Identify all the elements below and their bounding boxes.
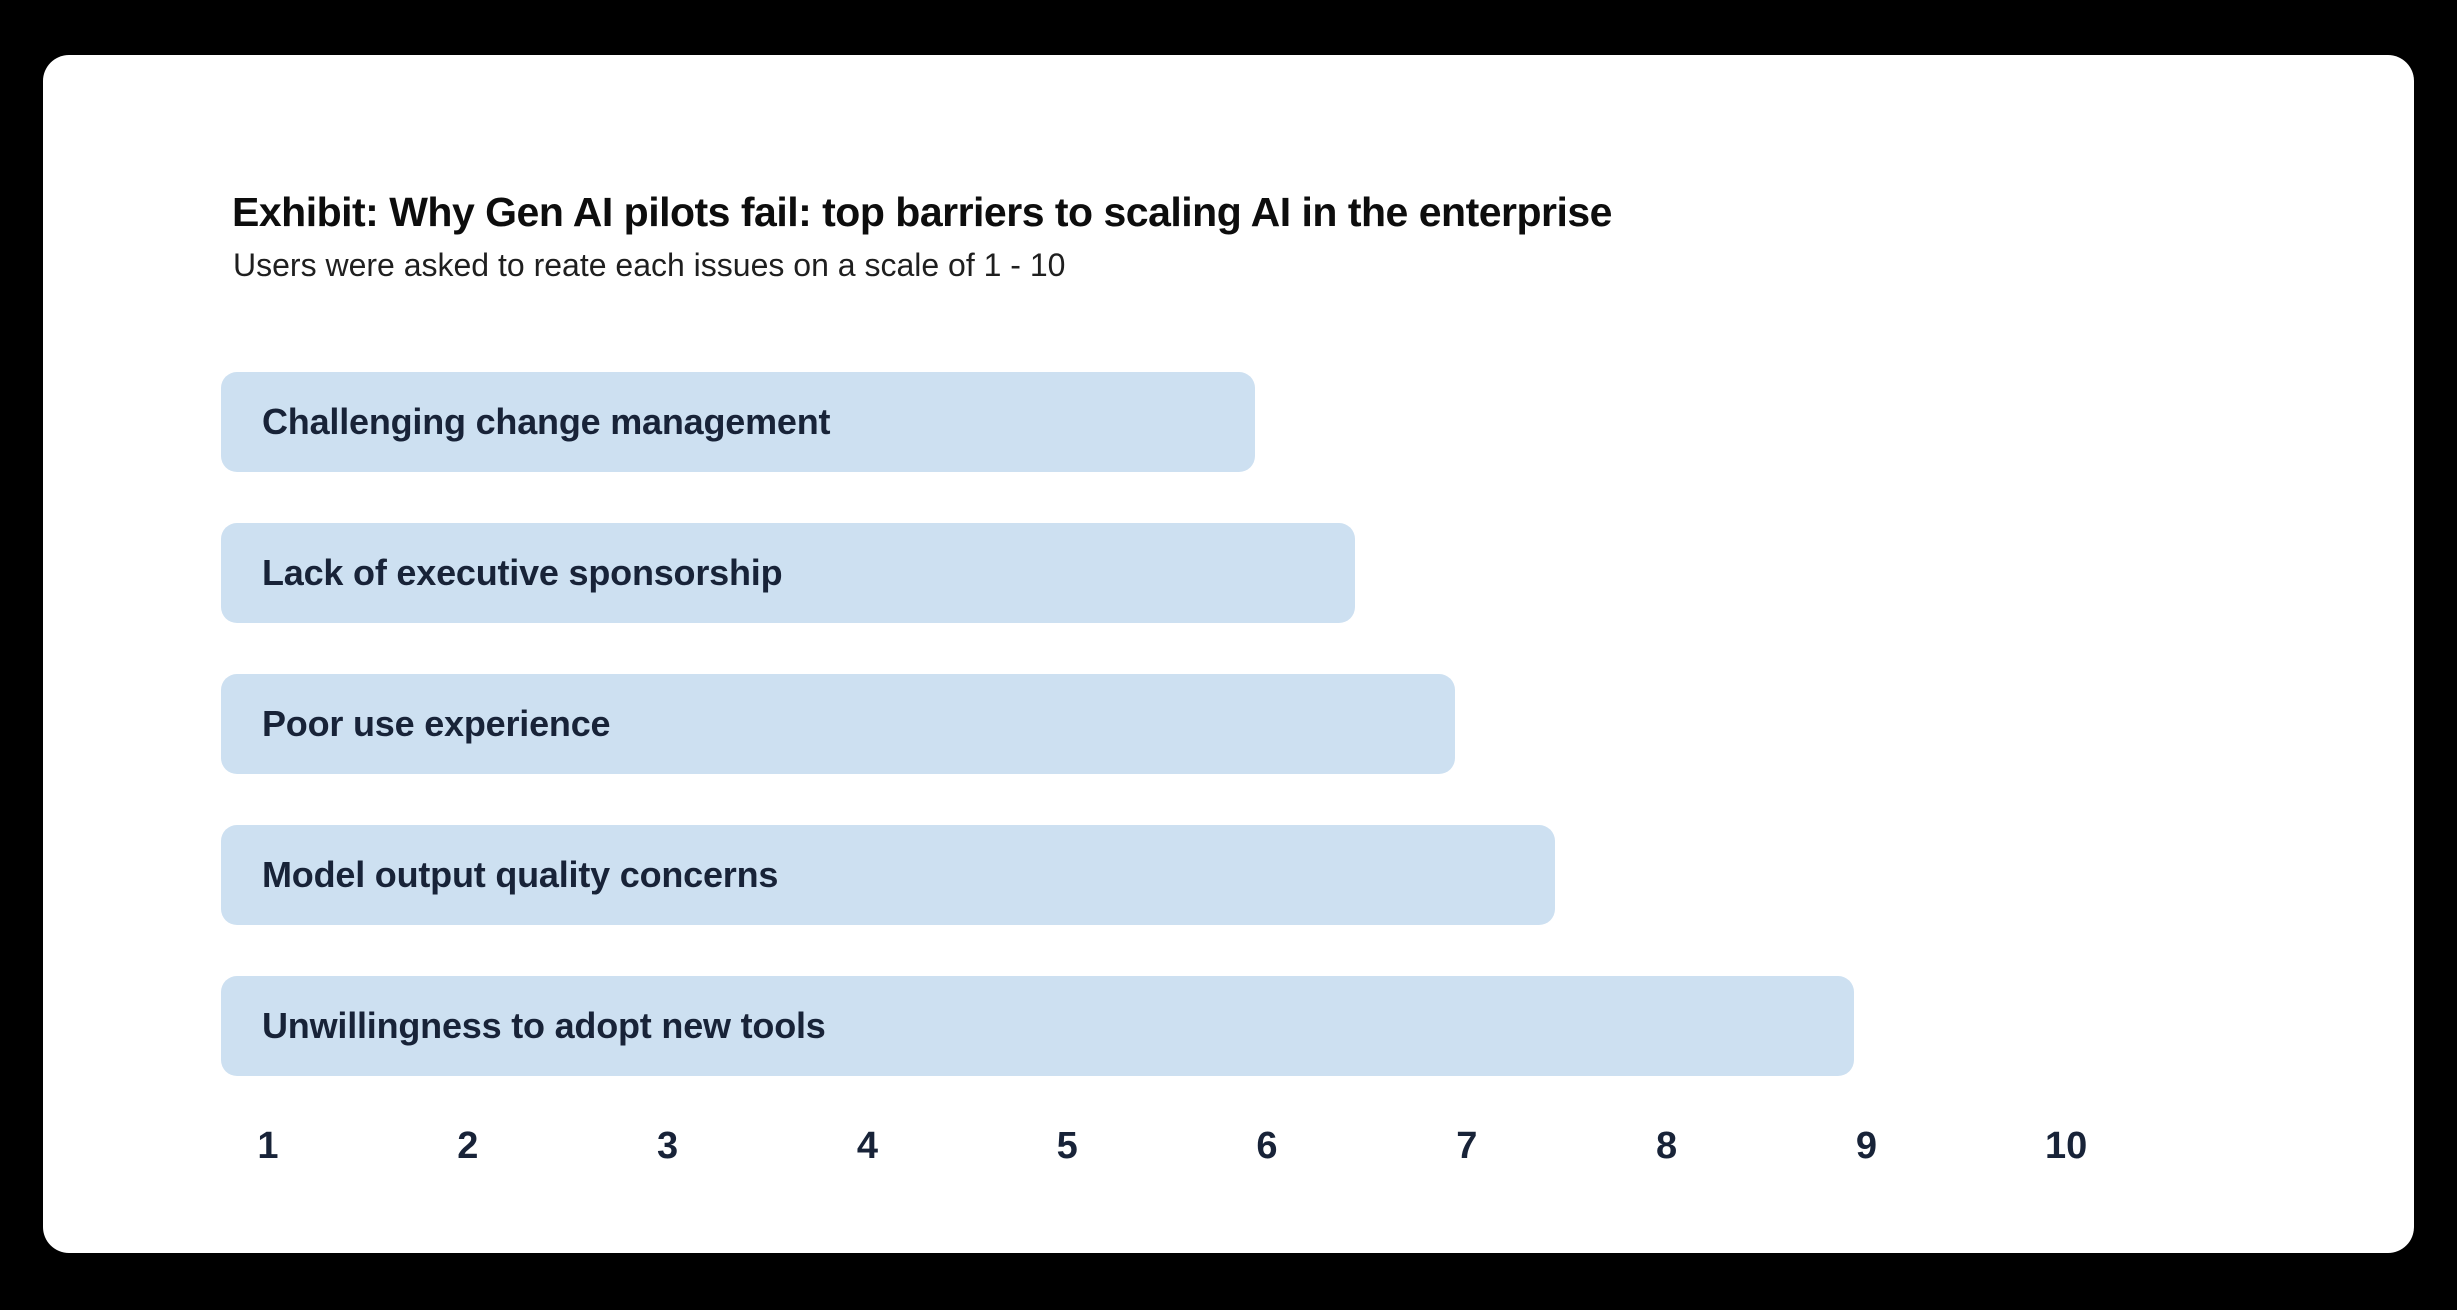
bar-label: Unwillingness to adopt new tools [262,1005,826,1046]
axis-tick-label: 2 [457,1125,479,1167]
bar-label: Challenging change management [262,401,831,442]
axis-tick-label: 10 [2045,1125,2088,1167]
axis-tick-label: 5 [1056,1125,1078,1167]
x-axis: 1 2 3 4 5 6 7 8 9 10 [221,1127,2121,1175]
axis-tick-label: 7 [1456,1125,1478,1167]
chart-subtitle: Users were asked to reate each issues on… [233,247,1066,283]
axis-tick-label: 3 [657,1125,679,1167]
bars-container: Challenging change management Lack of exe… [221,372,2121,1076]
bar-label: Lack of executive sponsorship [262,552,783,593]
bar-label: Poor use experience [262,703,611,744]
bar-chart: Challenging change management Lack of exe… [221,372,2121,1175]
axis-tick-label: 4 [856,1125,878,1167]
bar: Model output quality concerns [221,825,1555,925]
chart-card: Exhibit: Why Gen AI pilots fail: top bar… [43,55,2414,1253]
bar: Lack of executive sponsorship [221,523,1355,623]
axis-tick-label: 6 [1256,1125,1278,1167]
axis-tick-label: 1 [257,1125,279,1167]
bar: Poor use experience [221,674,1455,774]
bar-label: Model output quality concerns [262,854,779,895]
bar: Unwillingness to adopt new tools [221,976,1854,1076]
chart-title: Exhibit: Why Gen AI pilots fail: top bar… [232,189,1612,235]
axis-tick-label: 8 [1656,1125,1678,1167]
bar: Challenging change management [221,372,1255,472]
axis-tick-label: 9 [1855,1125,1877,1167]
